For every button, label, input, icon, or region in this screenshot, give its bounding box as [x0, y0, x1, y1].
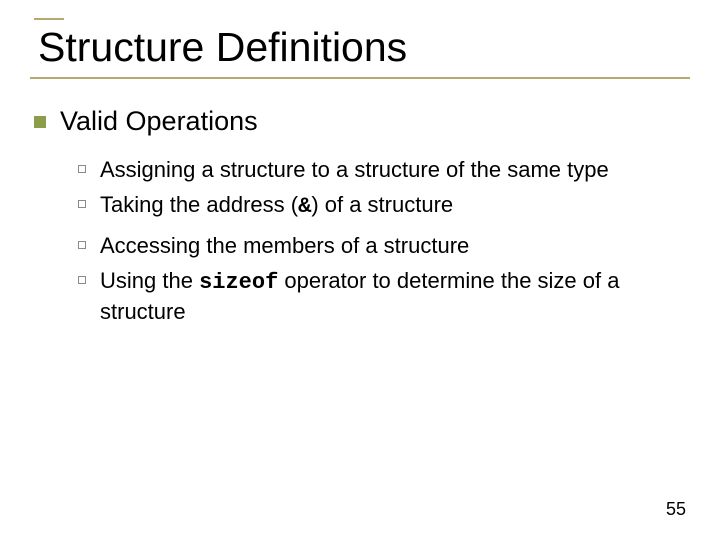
- text-pre: Taking the address (: [100, 192, 298, 217]
- text-pre: Accessing the members of a structure: [100, 233, 469, 258]
- square-bullet-icon: [34, 116, 46, 128]
- section-heading-row: Valid Operations: [34, 105, 692, 139]
- slide-title: Structure Definitions: [28, 20, 692, 77]
- code-span: &: [298, 194, 311, 219]
- slide-content: Valid Operations Assigning a structure t…: [28, 87, 692, 326]
- code-span: sizeof: [199, 270, 278, 295]
- list-item: Assigning a structure to a structure of …: [78, 155, 692, 186]
- rule-bottom: [30, 77, 690, 79]
- slide: Structure Definitions Valid Operations A…: [0, 0, 720, 540]
- hollow-square-bullet-icon: [78, 276, 86, 284]
- list-item-text: Using the sizeof operator to determine t…: [100, 266, 670, 326]
- hollow-square-bullet-icon: [78, 165, 86, 173]
- list-item-text: Assigning a structure to a structure of …: [100, 155, 609, 186]
- text-post: ) of a structure: [311, 192, 453, 217]
- hollow-square-bullet-icon: [78, 200, 86, 208]
- section-heading: Valid Operations: [60, 105, 258, 139]
- list-item: Taking the address (&) of a structure: [78, 190, 692, 221]
- page-number: 55: [666, 499, 686, 520]
- text-pre: Assigning a structure to a structure of …: [100, 157, 609, 182]
- list-item-text: Taking the address (&) of a structure: [100, 190, 453, 221]
- text-pre: Using the: [100, 268, 199, 293]
- list-item: Accessing the members of a structure: [78, 231, 692, 262]
- list-item-text: Accessing the members of a structure: [100, 231, 469, 262]
- hollow-square-bullet-icon: [78, 241, 86, 249]
- title-block: Structure Definitions: [28, 18, 692, 79]
- sublist: Assigning a structure to a structure of …: [34, 149, 692, 326]
- list-item: Using the sizeof operator to determine t…: [78, 266, 692, 326]
